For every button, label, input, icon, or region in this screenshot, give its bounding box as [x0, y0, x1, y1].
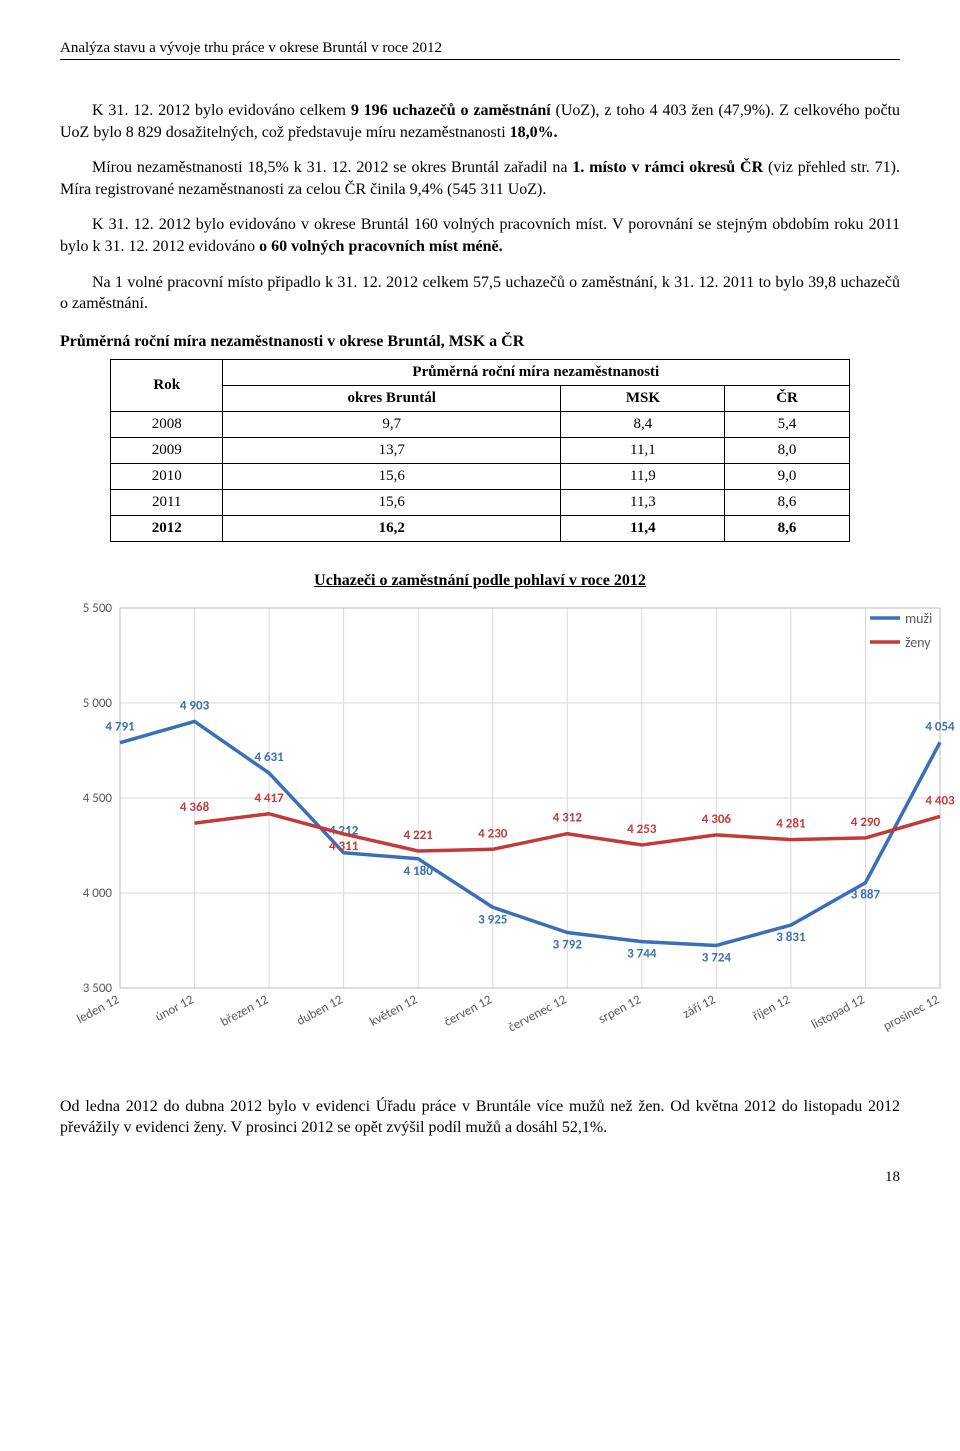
- svg-text:4 903: 4 903: [180, 698, 210, 713]
- svg-text:červen 12: červen 12: [442, 992, 495, 1030]
- svg-text:5 500: 5 500: [83, 601, 113, 616]
- cell-val: 8,0: [725, 437, 849, 463]
- cell-val: 8,4: [561, 411, 725, 437]
- svg-text:leden 12: leden 12: [74, 992, 122, 1027]
- svg-text:4 791: 4 791: [105, 719, 135, 734]
- svg-text:3 925: 3 925: [478, 912, 507, 927]
- p1b: 9 196 uchazečů o zaměstnání: [351, 102, 551, 119]
- p3b: o 60 volných pracovních míst méně.: [259, 238, 503, 255]
- paragraph-2: Mírou nezaměstnanosti 18,5% k 31. 12. 20…: [60, 157, 900, 200]
- svg-text:4 281: 4 281: [776, 816, 806, 831]
- paragraph-4: Na 1 volné pracovní místo připadlo k 31.…: [60, 272, 900, 315]
- cell-val: 9,0: [725, 463, 849, 489]
- svg-text:4 253: 4 253: [627, 822, 657, 837]
- cell-val: 16,2: [223, 515, 561, 541]
- svg-text:5 000: 5 000: [83, 696, 113, 711]
- svg-text:3 500: 3 500: [83, 981, 113, 996]
- cell-val: 15,6: [223, 489, 561, 515]
- svg-text:4 417: 4 417: [254, 791, 284, 806]
- svg-text:3 831: 3 831: [776, 930, 806, 945]
- svg-text:únor 12: únor 12: [153, 992, 197, 1025]
- cell-val: 11,4: [561, 515, 725, 541]
- svg-text:4 403: 4 403: [925, 793, 955, 808]
- svg-text:ženy: ženy: [905, 634, 931, 651]
- cell-val: 9,7: [223, 411, 561, 437]
- svg-text:září 12: září 12: [680, 992, 718, 1022]
- svg-text:srpen 12: srpen 12: [596, 992, 644, 1027]
- svg-text:3 792: 3 792: [553, 937, 583, 952]
- svg-text:4 000: 4 000: [83, 886, 113, 901]
- svg-text:4 631: 4 631: [254, 750, 284, 765]
- cell-year: 2012: [111, 515, 223, 541]
- th-col: ČR: [725, 385, 849, 411]
- paragraph-1: K 31. 12. 2012 bylo evidováno celkem 9 1…: [60, 100, 900, 143]
- svg-text:4 221: 4 221: [404, 828, 434, 843]
- page-number: 18: [60, 1169, 900, 1186]
- p1a: K 31. 12. 2012 bylo evidováno celkem: [92, 102, 351, 119]
- svg-text:3 887: 3 887: [851, 887, 881, 902]
- th-rok: Rok: [111, 359, 223, 411]
- footer-paragraph: Od ledna 2012 do dubna 2012 bylo v evide…: [60, 1096, 900, 1139]
- cell-year: 2009: [111, 437, 223, 463]
- cell-val: 11,1: [561, 437, 725, 463]
- cell-year: 2008: [111, 411, 223, 437]
- svg-text:4 311: 4 311: [329, 839, 359, 854]
- table-title: Průměrná roční míra nezaměstnanosti v ok…: [60, 333, 900, 351]
- th-col: MSK: [561, 385, 725, 411]
- cell-val: 13,7: [223, 437, 561, 463]
- cell-val: 15,6: [223, 463, 561, 489]
- cell-year: 2010: [111, 463, 223, 489]
- cell-val: 11,3: [561, 489, 725, 515]
- footer-text: Od ledna 2012 do dubna 2012 bylo v evide…: [60, 1098, 900, 1137]
- svg-text:březen 12: březen 12: [218, 992, 271, 1030]
- p2b: 1. místo v rámci okresů ČR: [572, 159, 763, 176]
- line-chart: 3 500 4 000 4 500 5 000 5 500 leden 12 únor 12…: [60, 598, 960, 1078]
- svg-text:prosinec 12: prosinec 12: [881, 992, 942, 1034]
- svg-text:4 500: 4 500: [83, 791, 113, 806]
- p4: Na 1 volné pracovní místo připadlo k 31.…: [60, 274, 900, 313]
- svg-text:říjen 12: říjen 12: [750, 992, 793, 1024]
- svg-text:4 180: 4 180: [404, 864, 434, 879]
- p1d: 18,0%.: [510, 124, 558, 141]
- cell-year: 2011: [111, 489, 223, 515]
- chart-title: Uchazeči o zaměstnání podle pohlaví v ro…: [60, 572, 900, 590]
- svg-text:muži: muži: [905, 610, 932, 627]
- th-merged: Průměrná roční míra nezaměstnanosti: [223, 359, 850, 385]
- svg-text:4 054: 4 054: [925, 719, 955, 734]
- svg-text:3 744: 3 744: [627, 946, 657, 961]
- svg-text:4 306: 4 306: [702, 812, 732, 827]
- paragraph-3: K 31. 12. 2012 bylo evidováno v okrese B…: [60, 214, 900, 257]
- svg-text:4 368: 4 368: [180, 800, 210, 815]
- cell-val: 8,6: [725, 489, 849, 515]
- svg-text:3 724: 3 724: [702, 950, 732, 965]
- p2a: Mírou nezaměstnanosti 18,5% k 31. 12. 20…: [92, 159, 572, 176]
- svg-text:listopad 12: listopad 12: [809, 992, 868, 1033]
- svg-text:červenec 12: červenec 12: [506, 992, 570, 1035]
- page-header: Analýza stavu a vývoje trhu práce v okre…: [60, 40, 900, 60]
- unemployment-table: Rok Průměrná roční míra nezaměstnanosti …: [110, 359, 849, 542]
- svg-text:květen 12: květen 12: [367, 992, 420, 1030]
- svg-text:4 290: 4 290: [851, 815, 881, 830]
- svg-text:4 230: 4 230: [478, 826, 508, 841]
- cell-val: 5,4: [725, 411, 849, 437]
- th-col: okres Bruntál: [223, 385, 561, 411]
- cell-val: 11,9: [561, 463, 725, 489]
- svg-text:4 312: 4 312: [553, 810, 583, 825]
- svg-text:duben 12: duben 12: [294, 992, 345, 1029]
- cell-val: 8,6: [725, 515, 849, 541]
